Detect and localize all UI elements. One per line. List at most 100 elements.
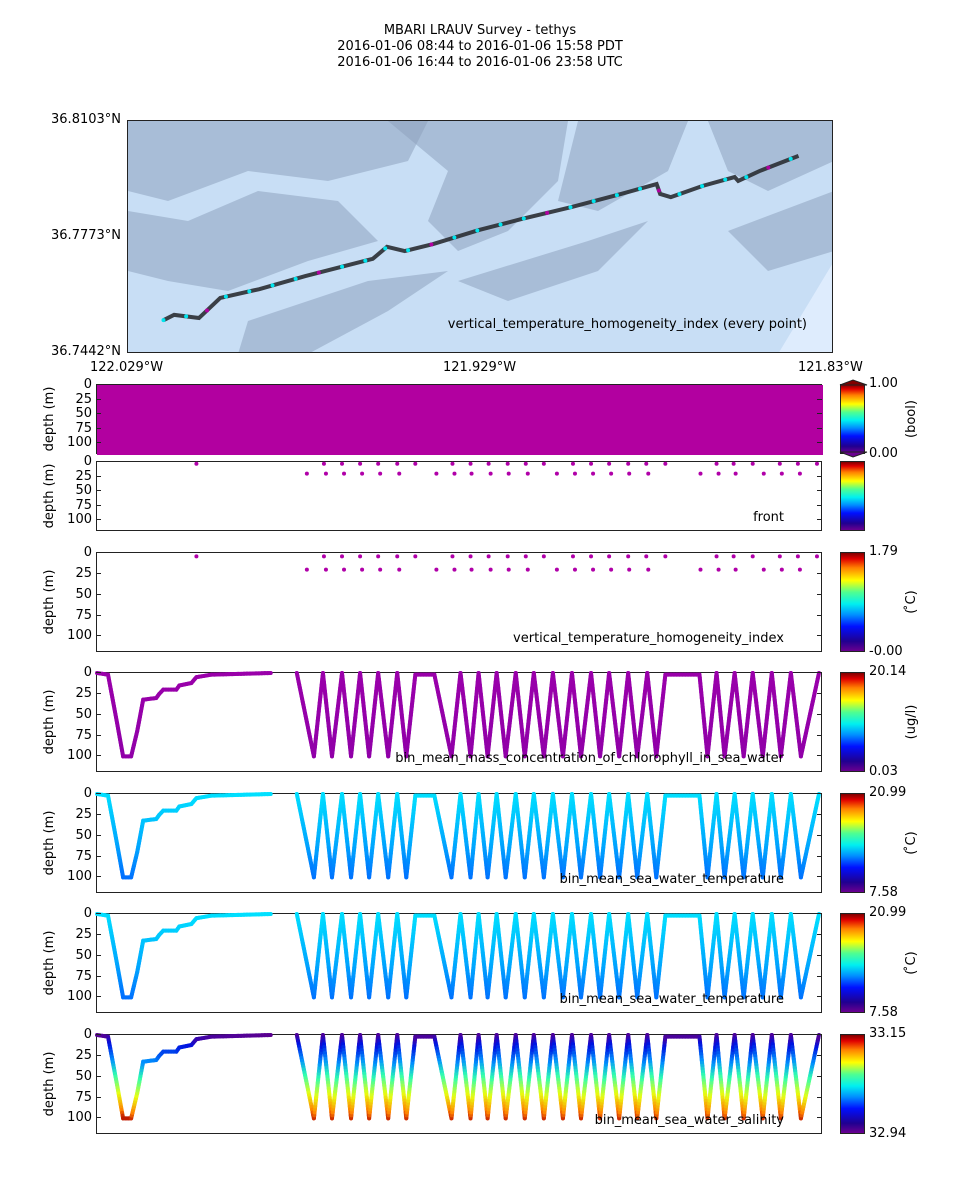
map-shelf <box>779 264 832 352</box>
colorbar-units-label: ( ̊C) <box>904 831 919 855</box>
data-point <box>795 554 800 559</box>
map-track-marker <box>521 216 526 221</box>
map-track-marker <box>475 228 480 233</box>
y-tick-mark <box>96 996 101 998</box>
data-point <box>609 567 614 572</box>
data-point <box>413 461 418 466</box>
data-point <box>434 471 439 476</box>
data-point <box>304 471 309 476</box>
y-tick-mark <box>96 475 101 477</box>
y-tick-label: 0 <box>83 665 92 680</box>
y-tick-label: 75 <box>75 607 92 623</box>
map-track-marker <box>614 193 619 198</box>
y-tick-mark <box>96 692 101 694</box>
y-tick-label: 100 <box>67 748 92 764</box>
data-point <box>376 554 381 559</box>
y-tick-mark <box>817 834 822 836</box>
depth-panel-6 <box>95 912 822 1013</box>
panel-plot-area <box>194 554 819 572</box>
map-track-marker <box>406 248 411 253</box>
map-track-marker <box>677 192 682 197</box>
y-tick-mark <box>817 713 822 715</box>
y-tick-label: 50 <box>75 706 92 722</box>
data-point <box>714 554 719 559</box>
data-point <box>777 554 782 559</box>
y-tick-label: 100 <box>67 628 92 644</box>
data-point <box>698 471 703 476</box>
map-track-marker <box>293 276 298 281</box>
depth-panel-7 <box>95 1033 822 1134</box>
data-point <box>488 471 493 476</box>
y-tick-label: 25 <box>75 468 92 484</box>
data-point <box>814 461 819 466</box>
y-tick-label: 0 <box>83 906 92 921</box>
data-point <box>395 554 400 559</box>
map-track-marker <box>205 308 210 313</box>
data-point <box>795 461 800 466</box>
track-segment <box>816 912 821 919</box>
data-point <box>525 471 530 476</box>
y-tick-label: 100 <box>67 512 92 528</box>
data-point <box>523 554 528 559</box>
y-tick-mark <box>96 572 101 574</box>
y-tick-mark <box>96 975 101 977</box>
map-track-marker <box>788 156 793 161</box>
depth-panel-4 <box>95 671 822 772</box>
colorbar-extensions <box>839 379 868 458</box>
data-point <box>486 461 491 466</box>
map-track-marker <box>568 205 573 210</box>
y-tick-label: 25 <box>75 685 92 701</box>
map-track-marker <box>766 165 771 170</box>
colorbar-min-label: 7.58 <box>869 1005 898 1020</box>
data-point <box>779 567 784 572</box>
data-point <box>626 461 631 466</box>
colorbar <box>840 913 865 1013</box>
depth-panel-1 <box>96 384 823 455</box>
data-point <box>572 567 577 572</box>
y-tick-mark <box>96 834 101 836</box>
map-track-marker <box>184 314 189 319</box>
data-point <box>469 567 474 572</box>
y-tick-mark <box>817 975 822 977</box>
y-tick-mark <box>817 413 822 415</box>
y-tick-mark <box>817 519 822 521</box>
colorbar <box>840 461 865 531</box>
map-terrain-shade <box>458 221 648 301</box>
panel-label: bin_mean_sea_water_temperature <box>559 992 784 1007</box>
data-point <box>607 554 612 559</box>
data-point <box>360 471 365 476</box>
colorbar-min-label: -0.00 <box>869 644 903 659</box>
data-point <box>591 471 596 476</box>
colorbar <box>840 552 865 652</box>
y-tick-label: 50 <box>75 483 92 499</box>
y-tick-mark <box>817 755 822 757</box>
data-point <box>589 461 594 466</box>
y-tick-label: 50 <box>75 406 92 422</box>
panel-plot-area <box>194 461 819 476</box>
y-tick-mark <box>817 384 822 385</box>
y-tick-label: 75 <box>75 420 92 436</box>
colorbar-min-label: 0.00 <box>869 446 898 461</box>
depth-panel-5 <box>95 792 822 893</box>
lat-tick-label: 36.7773°N <box>51 228 121 243</box>
data-point <box>340 461 345 466</box>
data-point <box>663 461 668 466</box>
colorbar-units-label: ( ̊C) <box>904 951 919 975</box>
y-tick-label: 100 <box>67 435 92 451</box>
y-tick-mark <box>817 855 822 857</box>
map-track-marker <box>591 199 596 204</box>
y-axis-label: depth (m) <box>42 569 57 635</box>
y-tick-mark <box>96 913 101 914</box>
y-tick-label: 0 <box>83 377 92 392</box>
data-point <box>663 554 668 559</box>
y-tick-mark <box>817 933 822 935</box>
map-track-marker <box>363 258 368 263</box>
lat-tick-label: 36.7442°N <box>51 344 121 359</box>
y-tick-mark <box>96 398 101 400</box>
data-point <box>750 554 755 559</box>
y-tick-mark <box>96 755 101 757</box>
map-terrain-shade <box>708 121 832 191</box>
map-track-marker <box>383 246 388 251</box>
panel-plot-area <box>95 1033 821 1121</box>
data-point <box>434 567 439 572</box>
